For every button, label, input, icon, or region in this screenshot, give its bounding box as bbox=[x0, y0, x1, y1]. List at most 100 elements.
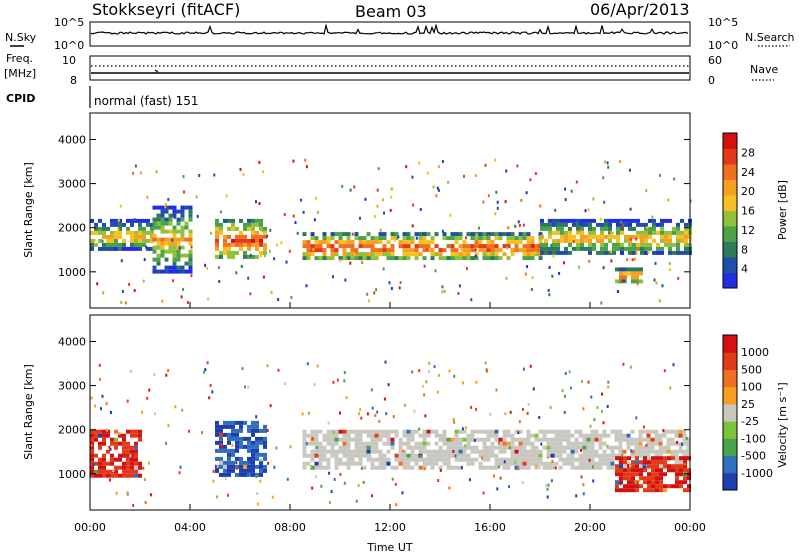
power-colorbar-swatch bbox=[723, 195, 737, 211]
velocity-speckle bbox=[547, 483, 550, 487]
velocity-cell bbox=[586, 461, 591, 466]
velocity-cell bbox=[102, 457, 106, 462]
power-cell bbox=[406, 240, 411, 245]
power-speckle bbox=[572, 240, 575, 244]
power-cell bbox=[406, 244, 411, 249]
velocity-cell bbox=[314, 437, 319, 442]
power-cell bbox=[422, 232, 427, 237]
velocity-cell bbox=[219, 472, 223, 477]
power-cell bbox=[506, 240, 511, 245]
power-speckle bbox=[399, 281, 402, 284]
velocity-cell bbox=[631, 464, 635, 469]
velocity-cell bbox=[394, 457, 399, 462]
power-cell bbox=[106, 234, 110, 239]
velocity-cell bbox=[522, 437, 527, 442]
velocity-cell bbox=[358, 433, 363, 438]
velocity-cell bbox=[687, 488, 691, 493]
power-cell bbox=[138, 242, 142, 247]
velocity-speckle bbox=[498, 441, 500, 445]
velocity-cell bbox=[666, 445, 671, 450]
velocity-cell bbox=[358, 453, 363, 458]
power-cell bbox=[580, 218, 584, 223]
velocity-cell bbox=[310, 433, 315, 438]
velocity-speckle bbox=[602, 421, 605, 425]
power-cell bbox=[130, 218, 134, 223]
power-cell bbox=[624, 222, 628, 227]
velocity-cell bbox=[398, 445, 403, 450]
power-cell bbox=[231, 254, 235, 259]
power-cell bbox=[219, 250, 223, 255]
power-cell bbox=[510, 232, 515, 237]
power-cell bbox=[114, 234, 118, 239]
power-cell bbox=[482, 252, 487, 257]
velocity-cell bbox=[546, 437, 551, 442]
power-speckle bbox=[607, 165, 610, 169]
velocity-cell bbox=[406, 437, 411, 442]
power-colorbar-tick: 12 bbox=[741, 224, 755, 237]
power-speckle bbox=[587, 208, 590, 212]
velocity-cell bbox=[534, 457, 539, 462]
velocity-speckle bbox=[106, 428, 109, 432]
velocity-cell bbox=[530, 449, 535, 454]
velocity-cell bbox=[138, 465, 142, 470]
cpid-panel: CPID normal (fast) 151 bbox=[6, 86, 198, 108]
velocity-cell bbox=[406, 429, 411, 434]
power-cell bbox=[342, 248, 347, 253]
velocity-cell bbox=[430, 461, 435, 466]
power-cell bbox=[544, 250, 548, 255]
velocity-cell bbox=[358, 429, 363, 434]
power-cell bbox=[118, 242, 122, 247]
velocity-cell bbox=[219, 464, 223, 469]
power-speckle bbox=[532, 244, 534, 248]
velocity-speckle bbox=[206, 361, 209, 365]
velocity-speckle bbox=[464, 426, 467, 430]
velocity-speckle bbox=[634, 480, 637, 484]
power-speckle bbox=[273, 257, 276, 261]
velocity-cell bbox=[642, 453, 647, 458]
velocity-cell bbox=[494, 445, 499, 450]
velocity-cell bbox=[642, 437, 647, 442]
power-cell bbox=[684, 226, 688, 231]
power-cell bbox=[160, 205, 165, 210]
power-cell bbox=[362, 240, 367, 245]
power-cell bbox=[227, 250, 231, 255]
power-cell bbox=[623, 271, 627, 276]
velocity-cell bbox=[322, 437, 327, 442]
velocity-cell bbox=[418, 465, 423, 470]
velocity-cell bbox=[366, 449, 371, 454]
power-speckle bbox=[262, 170, 265, 174]
velocity-cell bbox=[534, 453, 539, 458]
power-cell bbox=[676, 250, 680, 255]
power-cell bbox=[584, 218, 588, 223]
power-cell bbox=[126, 246, 130, 251]
velocity-cell bbox=[530, 457, 535, 462]
velocity-cell bbox=[526, 457, 531, 462]
power-cell bbox=[635, 271, 639, 276]
velocity-cell bbox=[239, 444, 243, 449]
velocity-cell bbox=[586, 433, 591, 438]
velocity-cell bbox=[578, 429, 583, 434]
velocity-cell bbox=[334, 429, 339, 434]
velocity-cell bbox=[663, 464, 667, 469]
velocity-cell bbox=[518, 461, 523, 466]
velocity-cell bbox=[566, 461, 571, 466]
freq-right-tick-top: 60 bbox=[708, 54, 722, 67]
velocity-cell bbox=[235, 420, 239, 425]
power-cell bbox=[152, 205, 157, 210]
power-cell bbox=[110, 246, 114, 251]
power-cell bbox=[318, 248, 323, 253]
velocity-cell bbox=[219, 428, 223, 433]
velocity-cell bbox=[514, 449, 519, 454]
velocity-speckle bbox=[489, 412, 492, 416]
velocity-cell bbox=[106, 473, 110, 478]
velocity-cell bbox=[474, 449, 479, 454]
power-speckle bbox=[341, 184, 344, 188]
velocity-cell bbox=[235, 428, 239, 433]
power-speckle bbox=[647, 250, 650, 254]
time-axis-label: Time UT bbox=[366, 541, 412, 554]
velocity-cell bbox=[342, 449, 347, 454]
power-cell bbox=[110, 234, 114, 239]
velocity-cell bbox=[374, 449, 379, 454]
velocity-cell bbox=[394, 465, 399, 470]
velocity-cell bbox=[450, 453, 455, 458]
